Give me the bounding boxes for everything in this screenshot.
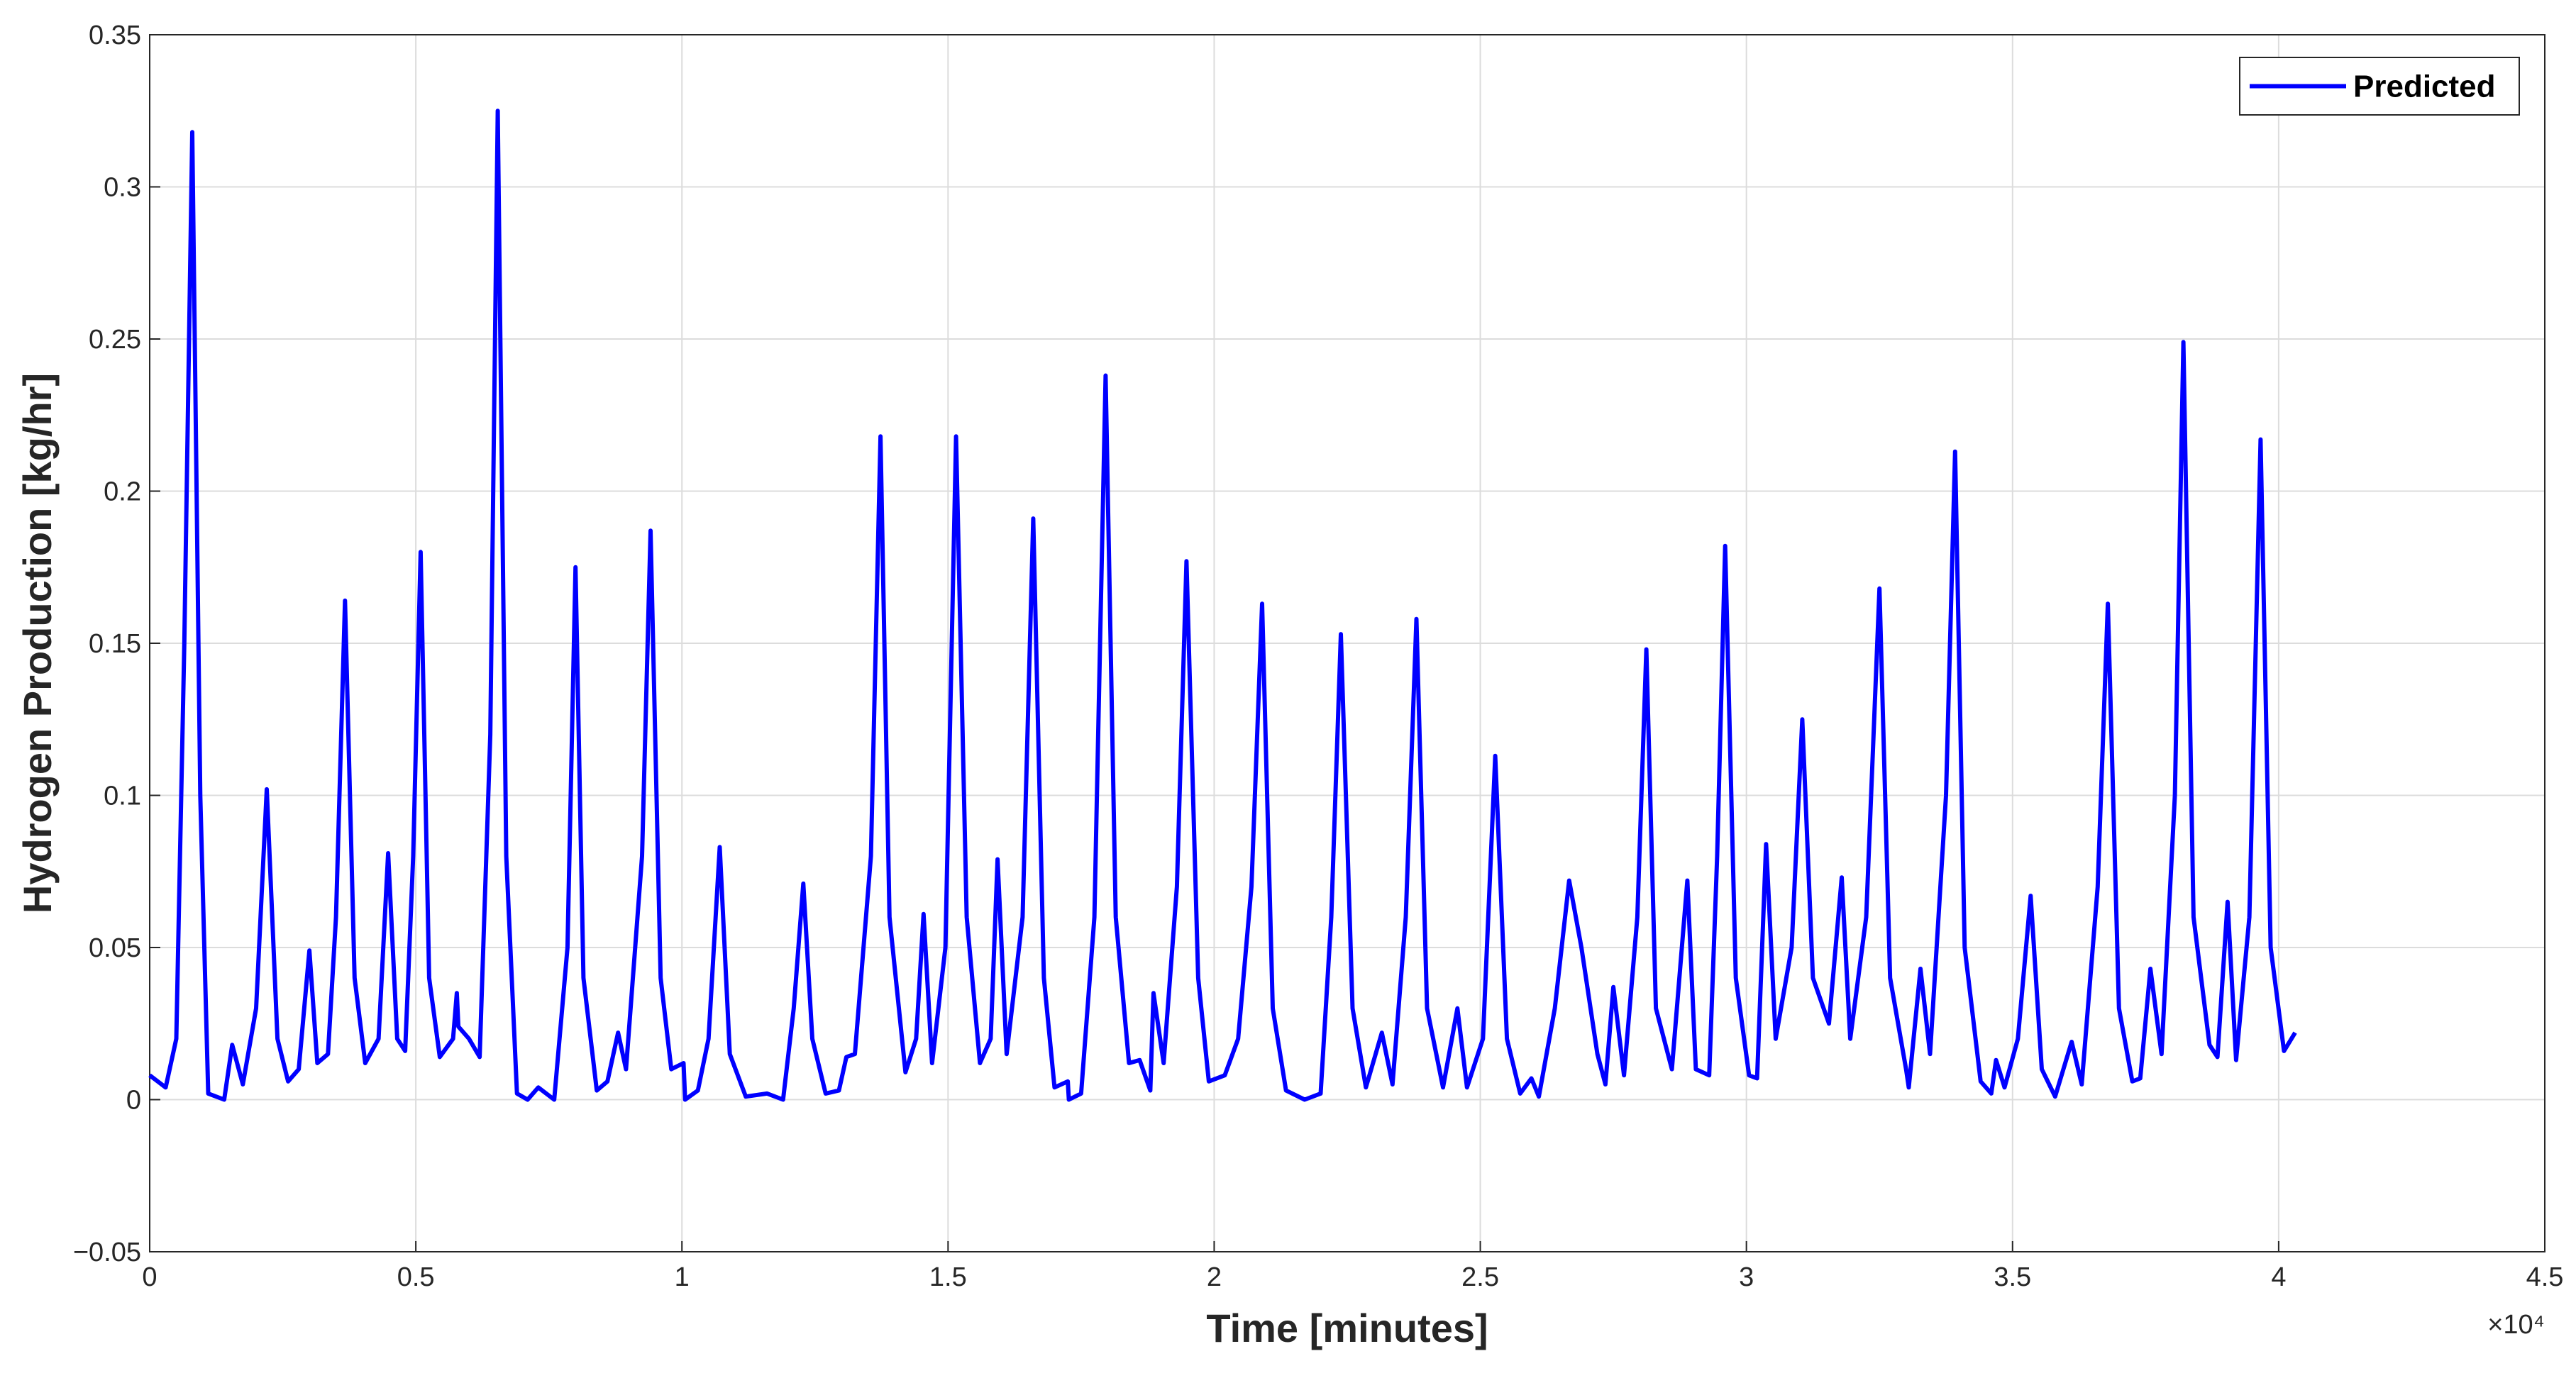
y-tick-label: 0 — [126, 1086, 141, 1116]
x-tick-label: 1.5 — [929, 1262, 967, 1292]
y-tick-label: 0.3 — [104, 173, 141, 203]
plot-frame — [149, 34, 2545, 1252]
x-exponent-label: ×10⁴ — [2487, 1310, 2545, 1340]
x-tick-label: 2.5 — [1461, 1262, 1499, 1292]
y-axis-label: Hydrogen Production [kg/hr] — [15, 373, 60, 913]
x-tick-label: 4.5 — [2526, 1262, 2564, 1292]
x-tick-label: 3 — [1739, 1262, 1754, 1292]
y-tick-label: 0.1 — [104, 782, 141, 811]
x-tick-label: 0.5 — [397, 1262, 435, 1292]
x-tick-label: 2 — [1207, 1262, 1222, 1292]
x-tick-label: 3.5 — [1994, 1262, 2031, 1292]
y-tick-label: 0.05 — [89, 933, 141, 963]
data-line — [148, 109, 2297, 1102]
legend-label: Predicted — [2353, 70, 2496, 104]
x-axis-label: Time [minutes] — [1206, 1306, 1488, 1350]
x-tick-label: 1 — [675, 1262, 690, 1292]
x-tick-label: 0 — [142, 1262, 157, 1292]
x-tick-label: 4 — [2271, 1262, 2286, 1292]
y-tick-label: 0.25 — [89, 325, 141, 355]
y-tick-label: 0.35 — [89, 21, 141, 50]
y-tick-label: 0.15 — [89, 629, 141, 659]
y-tick-label: −0.05 — [73, 1238, 141, 1267]
y-tick-label: 0.2 — [104, 477, 141, 507]
